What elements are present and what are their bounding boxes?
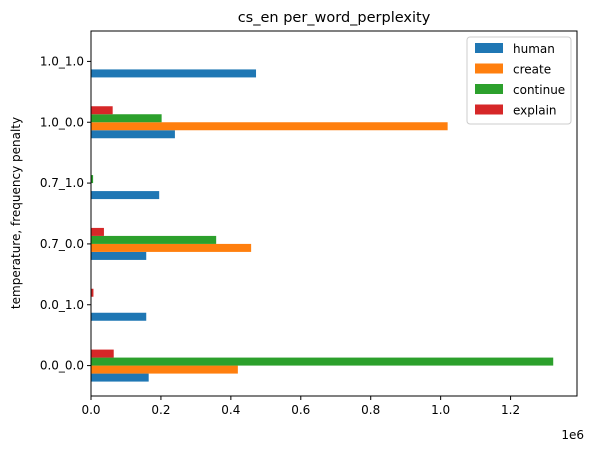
bar-human-1.0_1.0 bbox=[91, 69, 257, 78]
bars-layer bbox=[91, 69, 554, 382]
plot-frame bbox=[90, 30, 578, 397]
bar-continue-0.7_0.0 bbox=[91, 235, 217, 244]
bar-explain-0.0_1.0 bbox=[91, 288, 94, 297]
legend-label-create: create bbox=[513, 63, 551, 77]
bar-human-1.0_0.0 bbox=[91, 130, 175, 139]
x-tick-label: 0.6 bbox=[291, 403, 310, 417]
legend-frame bbox=[466, 36, 572, 125]
x-axis: 0.0 0.2 0.4 0.6 0.8 1.0 1.2 bbox=[81, 396, 520, 417]
bar-continue-0.0_0.0 bbox=[91, 357, 554, 366]
x-tick-label: 0.8 bbox=[361, 403, 380, 417]
legend-label-explain: explain bbox=[513, 104, 557, 118]
x-tick-label: 1.0 bbox=[431, 403, 450, 417]
y-tick-label: 1.0_0.0 bbox=[40, 115, 84, 129]
x-tick-label: 1.2 bbox=[501, 403, 520, 417]
x-tick-label: 0.2 bbox=[151, 403, 170, 417]
x-tick-label: 0.4 bbox=[221, 403, 240, 417]
x-offset-label: 1e6 bbox=[561, 428, 584, 442]
chart-title: cs_en per_word_perplexity bbox=[238, 10, 431, 26]
y-tick-label: 0.0_0.0 bbox=[40, 359, 84, 373]
legend-label-human: human bbox=[513, 42, 555, 56]
bar-explain-0.7_0.0 bbox=[91, 227, 104, 236]
x-tick-label: 0.0 bbox=[81, 403, 100, 417]
y-axis: 0.0_0.0 0.0_1.0 0.7_0.0 0.7_1.0 1.0_0.0 1.0_1… bbox=[40, 54, 91, 373]
legend: human create continue explain bbox=[466, 36, 572, 125]
y-axis-label: temperature, frequency penalty bbox=[9, 117, 23, 309]
y-tick-label: 0.7_1.0 bbox=[40, 176, 84, 190]
bar-create-0.0_0.0 bbox=[91, 365, 238, 374]
bar-human-0.7_1.0 bbox=[91, 191, 160, 200]
bar-continue-0.7_1.0 bbox=[91, 175, 94, 184]
bar-create-1.0_0.0 bbox=[91, 122, 448, 131]
bar-human-0.0_1.0 bbox=[91, 312, 147, 321]
legend-swatch-human bbox=[475, 43, 503, 53]
legend-swatch-create bbox=[475, 63, 503, 74]
bar-human-0.7_0.0 bbox=[91, 251, 147, 260]
bar-continue-1.0_0.0 bbox=[91, 114, 162, 123]
bar-human-0.0_0.0 bbox=[91, 373, 149, 382]
legend-swatch-explain bbox=[475, 104, 503, 115]
y-tick-label: 0.7_0.0 bbox=[40, 237, 84, 251]
y-tick-label: 1.0_1.0 bbox=[40, 54, 84, 68]
y-tick-label: 0.0_1.0 bbox=[40, 298, 84, 312]
legend-swatch-continue bbox=[475, 84, 503, 94]
bar-explain-1.0_0.0 bbox=[91, 106, 113, 115]
bar-create-0.7_0.0 bbox=[91, 243, 252, 252]
legend-label-continue: continue bbox=[513, 83, 565, 97]
bar-explain-0.0_0.0 bbox=[91, 349, 114, 358]
